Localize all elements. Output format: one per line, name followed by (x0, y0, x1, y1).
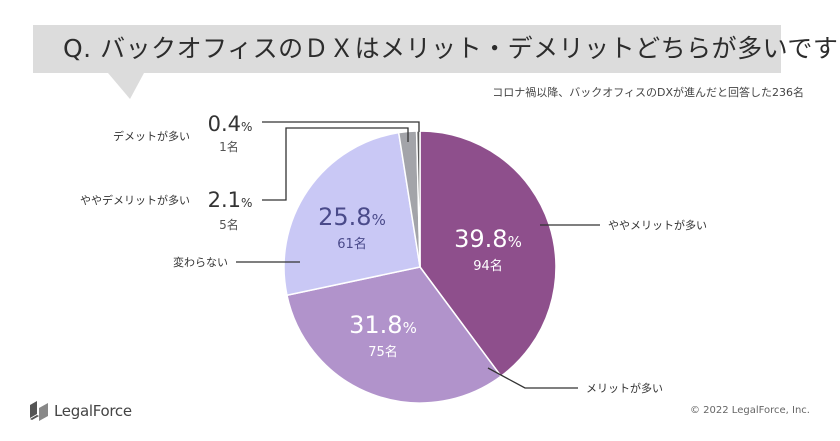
category-label: 変わらない (173, 255, 228, 269)
slice-percent-label: 39.8% (454, 225, 522, 253)
category-label: ややメリットが多い (608, 218, 707, 232)
copyright-text: © 2022 LegalForce, Inc. (690, 405, 810, 416)
pie-slice (283, 131, 421, 297)
category-label: デメットが多い (113, 129, 190, 143)
leader-line (262, 121, 420, 132)
logo-mark-icon (30, 401, 48, 421)
slice-count-label: 5名 (219, 217, 239, 232)
slice-count-label: 1名 (219, 139, 239, 154)
question-banner (33, 25, 781, 73)
slice-percent-label: 25.8% (318, 203, 386, 231)
pie-slice (415, 130, 421, 268)
category-label: メリットが多い (586, 381, 663, 395)
slice-count-label: 94名 (473, 258, 503, 274)
respondents-note: コロナ禍以降、バックオフィスのDXが進んだと回答した236名 (492, 86, 804, 99)
brand-name: LegalForce (54, 402, 132, 420)
category-label: ややデメリットが多い (80, 193, 190, 207)
leader-line (487, 367, 578, 389)
pie-slice (286, 266, 503, 404)
slice-percent-label: 2.1% (208, 188, 253, 212)
slice-percent-label: 31.8% (349, 311, 417, 339)
pie-slice (419, 130, 557, 378)
question-title: Q. バックオフィスのＤＸはメリット・デメリットどちらが多いですか (63, 34, 840, 63)
leader-line (262, 127, 409, 201)
brand-logo: LegalForce (30, 401, 132, 421)
slice-count-label: 61名 (337, 236, 367, 252)
slice-count-label: 75名 (368, 344, 398, 360)
question-banner-tail (108, 73, 144, 99)
slice-percent-label: 0.4% (208, 112, 253, 136)
